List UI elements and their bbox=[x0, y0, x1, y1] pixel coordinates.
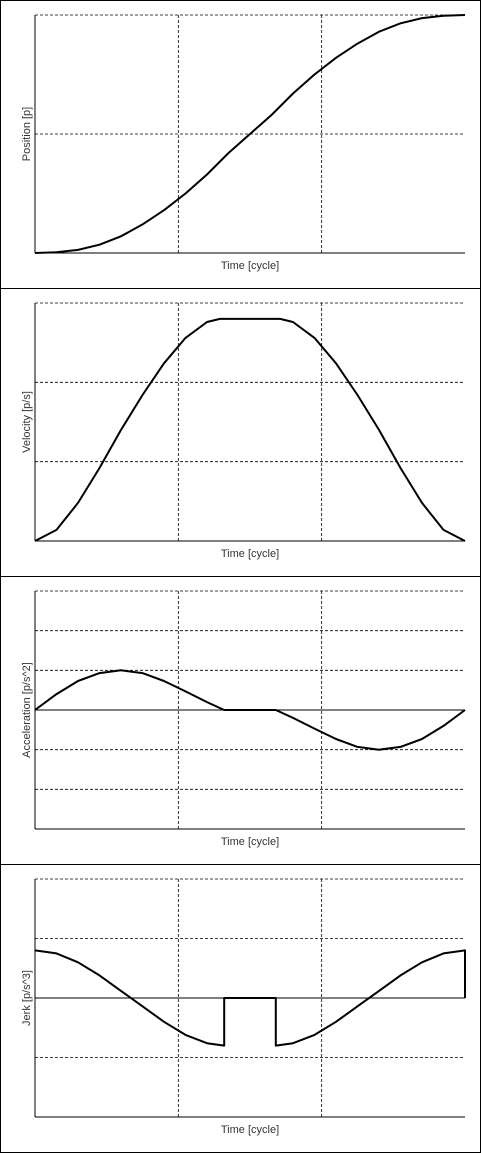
acceleration-y-axis-label: Acceleration [p/s^2] bbox=[21, 662, 33, 758]
position-panel: Time [cycle] Position [p] bbox=[0, 0, 481, 289]
position-x-axis-label: Time [cycle] bbox=[221, 260, 279, 272]
velocity-series-line bbox=[34, 317, 466, 542]
velocity-panel: Time [cycle] Velocity [p/s] bbox=[0, 288, 481, 577]
position-chart: Time [cycle] Position [p] bbox=[21, 14, 466, 272]
jerk-series-line bbox=[34, 949, 466, 1047]
position-series-line bbox=[34, 14, 466, 254]
acceleration-x-axis-label: Time [cycle] bbox=[221, 836, 279, 848]
acceleration-panel: Time [cycle] Acceleration [p/s^2] bbox=[0, 576, 481, 865]
acceleration-series-line bbox=[34, 669, 466, 751]
velocity-x-axis-label: Time [cycle] bbox=[221, 548, 279, 560]
acceleration-chart: Time [cycle] Acceleration [p/s^2] bbox=[21, 590, 466, 848]
jerk-chart: Time [cycle] Jerk [p/s^3] bbox=[21, 878, 466, 1136]
jerk-panel: Time [cycle] Jerk [p/s^3] bbox=[0, 864, 481, 1153]
velocity-y-axis-label: Velocity [p/s] bbox=[21, 391, 33, 453]
jerk-x-axis-label: Time [cycle] bbox=[221, 1124, 279, 1136]
position-y-axis-label: Position [p] bbox=[21, 107, 33, 161]
jerk-y-axis-label: Jerk [p/s^3] bbox=[21, 970, 33, 1026]
velocity-chart: Time [cycle] Velocity [p/s] bbox=[21, 302, 466, 560]
